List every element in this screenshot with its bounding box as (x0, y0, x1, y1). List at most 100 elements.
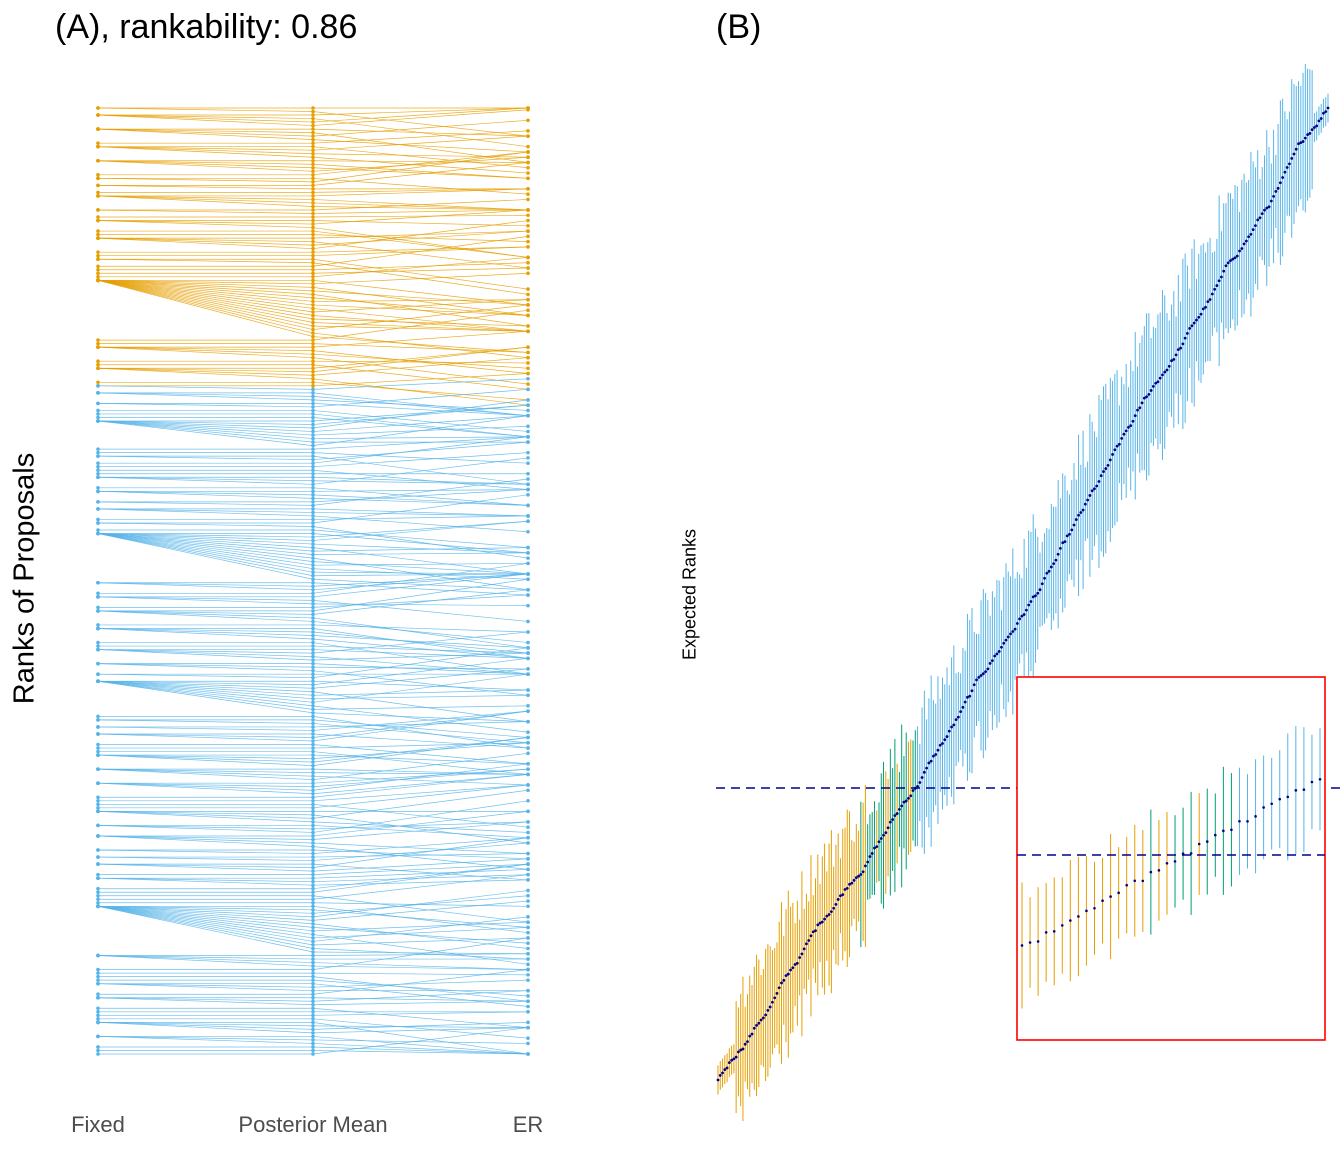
fixed-rank-point (96, 718, 100, 722)
expected-rank-point (526, 229, 530, 233)
link-line (312, 304, 529, 316)
posterior-mean-point (311, 116, 315, 121)
link-line (97, 160, 314, 172)
link-line (312, 160, 529, 163)
link-line (312, 220, 529, 250)
link-line (312, 209, 529, 214)
expected-rank-point (526, 730, 530, 735)
expected-rank-point (1056, 552, 1060, 556)
link-line (312, 563, 529, 566)
link-line (312, 668, 529, 689)
expected-rank-point (526, 477, 530, 481)
expected-rank-point (734, 1055, 738, 1059)
inset-point (1165, 861, 1169, 865)
posterior-mean-point (311, 218, 315, 223)
expected-rank-point (805, 942, 808, 946)
posterior-mean-point (311, 538, 315, 543)
link-line (312, 965, 529, 970)
link-line (97, 279, 314, 302)
link-line (97, 680, 314, 696)
inset-point (1109, 895, 1112, 898)
posterior-mean-point (311, 260, 315, 265)
expected-rank-point (764, 1013, 768, 1017)
fixed-rank-point (96, 338, 100, 342)
fixed-rank-point (96, 725, 100, 729)
posterior-mean-point (311, 679, 315, 684)
expected-rank-point (979, 674, 983, 677)
expected-rank-point (1165, 368, 1169, 372)
posterior-mean-point (311, 809, 315, 814)
link-line (312, 863, 529, 893)
posterior-mean-point (311, 176, 315, 181)
posterior-mean-point (311, 236, 315, 240)
expected-rank-point (1113, 448, 1117, 452)
link-line (312, 515, 529, 520)
fixed-rank-point (96, 253, 100, 258)
link-line (312, 810, 529, 837)
link-line (312, 923, 529, 949)
expected-rank-point (784, 974, 788, 978)
expected-rank-point (766, 1008, 770, 1012)
expected-rank-point (1186, 331, 1189, 335)
expected-rank-point (1179, 346, 1183, 350)
expected-rank-point (526, 978, 530, 982)
expected-rank-point (1059, 547, 1062, 550)
expected-rank-point (968, 694, 972, 698)
posterior-mean-point (311, 528, 315, 532)
posterior-mean-point (311, 1024, 315, 1028)
link-line (97, 997, 314, 1006)
expected-rank-point (759, 1018, 763, 1022)
expected-rank-point (800, 952, 804, 956)
link-line (312, 895, 529, 914)
expected-rank-point (526, 218, 530, 223)
link-line (312, 353, 529, 369)
link-line (97, 782, 314, 788)
link-line (97, 1021, 314, 1034)
link-line (97, 533, 314, 552)
fixed-rank-point (96, 173, 100, 177)
posterior-mean-point (311, 827, 315, 831)
expected-rank-point (873, 846, 876, 850)
fixed-rank-point (96, 640, 100, 645)
posterior-mean-point (311, 623, 315, 627)
posterior-mean-point (311, 275, 315, 279)
posterior-mean-point (311, 165, 315, 170)
posterior-mean-point (311, 756, 315, 761)
link-line (97, 279, 314, 316)
link-line (97, 1036, 314, 1041)
link-line (97, 610, 314, 619)
link-line (312, 858, 529, 872)
expected-rank-point (526, 260, 530, 265)
expected-rank-point (526, 308, 530, 313)
posterior-mean-point (311, 587, 315, 592)
link-line (97, 1021, 314, 1027)
link-line (97, 596, 314, 605)
link-line (312, 455, 529, 485)
posterior-mean-point (311, 373, 315, 378)
expected-rank-point (959, 710, 963, 714)
expected-rank-point (750, 1032, 754, 1036)
posterior-mean-point (311, 517, 315, 522)
link-line (97, 754, 314, 766)
fixed-rank-point (96, 890, 100, 895)
link-line (312, 1036, 529, 1055)
link-line (97, 905, 314, 949)
posterior-mean-point (311, 391, 315, 395)
expected-rank-point (1151, 385, 1155, 388)
expected-rank-point (947, 729, 951, 733)
expected-rank-point (526, 424, 530, 429)
link-line (312, 863, 529, 890)
expected-rank-point (526, 361, 530, 365)
posterior-mean-point (311, 324, 315, 328)
expected-rank-point (526, 809, 530, 814)
link-line (312, 927, 529, 944)
posterior-mean-point (311, 1017, 315, 1021)
posterior-mean-point (311, 327, 315, 332)
expected-rank-point (526, 946, 530, 951)
posterior-mean-point (311, 563, 315, 567)
posterior-mean-point (311, 580, 315, 585)
fixed-rank-point (96, 876, 100, 880)
link-line (312, 617, 529, 649)
expected-rank-point (1174, 353, 1178, 357)
posterior-mean-point (311, 278, 315, 283)
